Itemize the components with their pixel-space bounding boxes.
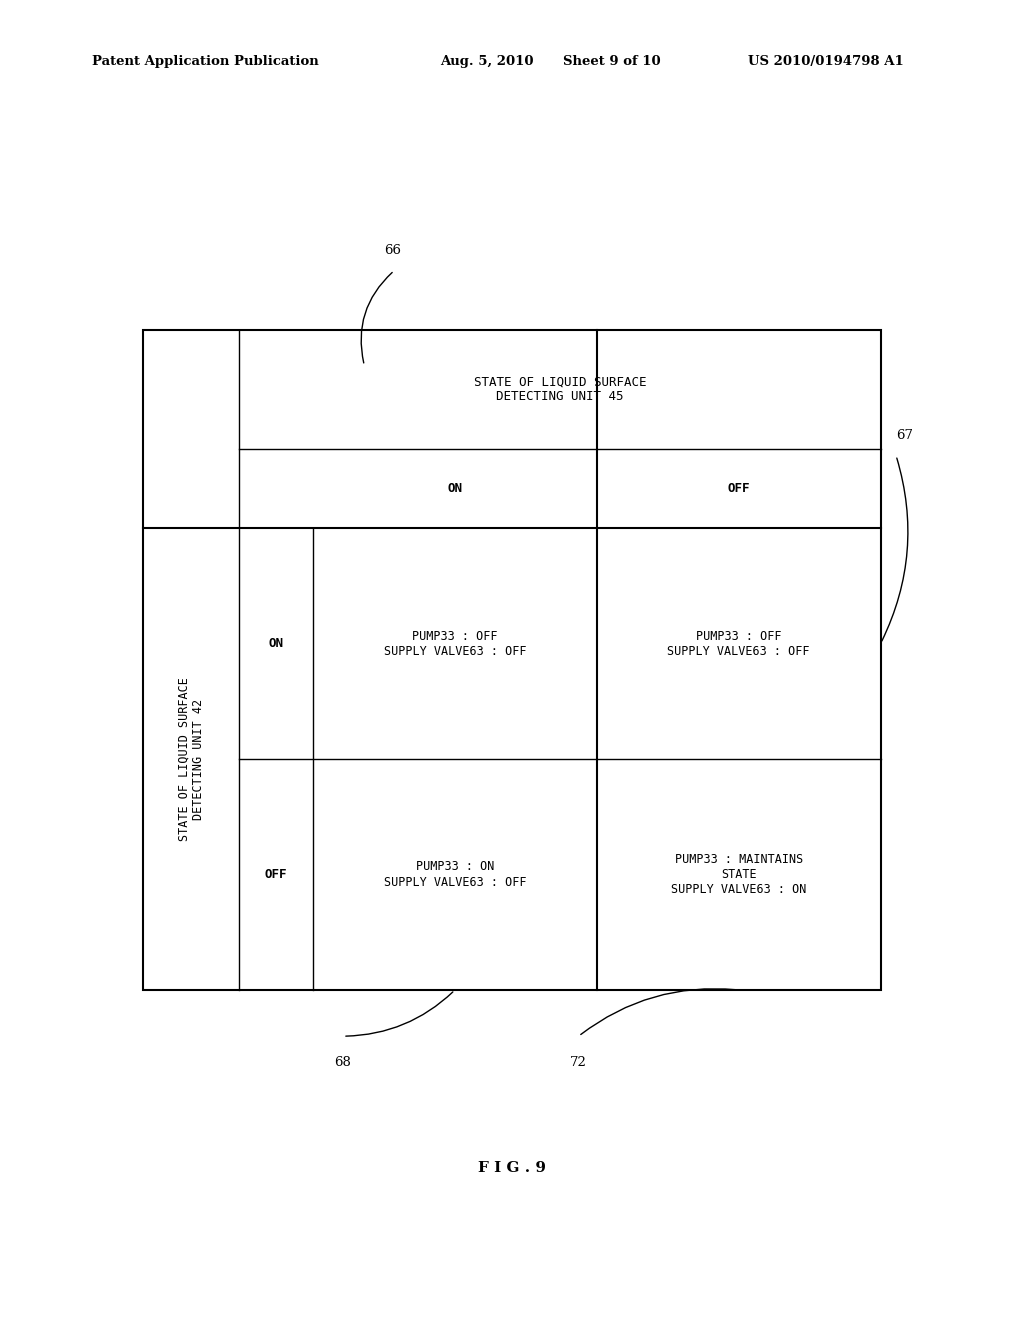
Text: Patent Application Publication: Patent Application Publication xyxy=(92,55,318,69)
Text: STATE OF LIQUID SURFACE
DETECTING UNIT 42: STATE OF LIQUID SURFACE DETECTING UNIT 4… xyxy=(177,677,205,841)
Text: 68: 68 xyxy=(335,1056,351,1069)
Text: Aug. 5, 2010: Aug. 5, 2010 xyxy=(440,55,534,69)
Text: OFF: OFF xyxy=(265,869,288,880)
Text: PUMP33 : OFF
SUPPLY VALVE63 : OFF: PUMP33 : OFF SUPPLY VALVE63 : OFF xyxy=(384,630,526,657)
Text: Sheet 9 of 10: Sheet 9 of 10 xyxy=(563,55,660,69)
Text: PUMP33 : MAINTAINS
STATE
SUPPLY VALVE63 : ON: PUMP33 : MAINTAINS STATE SUPPLY VALVE63 … xyxy=(671,853,807,896)
Text: 67: 67 xyxy=(896,429,913,442)
Text: ON: ON xyxy=(268,638,284,649)
Text: PUMP33 : ON
SUPPLY VALVE63 : OFF: PUMP33 : ON SUPPLY VALVE63 : OFF xyxy=(384,861,526,888)
Text: STATE OF LIQUID SURFACE
DETECTING UNIT 45: STATE OF LIQUID SURFACE DETECTING UNIT 4… xyxy=(474,375,646,404)
Text: PUMP33 : OFF
SUPPLY VALVE63 : OFF: PUMP33 : OFF SUPPLY VALVE63 : OFF xyxy=(668,630,810,657)
Text: US 2010/0194798 A1: US 2010/0194798 A1 xyxy=(748,55,903,69)
Text: 66: 66 xyxy=(384,244,401,257)
Text: ON: ON xyxy=(447,482,463,495)
Text: 72: 72 xyxy=(570,1056,587,1069)
Bar xyxy=(143,330,881,990)
Text: OFF: OFF xyxy=(727,482,750,495)
Text: F I G . 9: F I G . 9 xyxy=(478,1162,546,1175)
